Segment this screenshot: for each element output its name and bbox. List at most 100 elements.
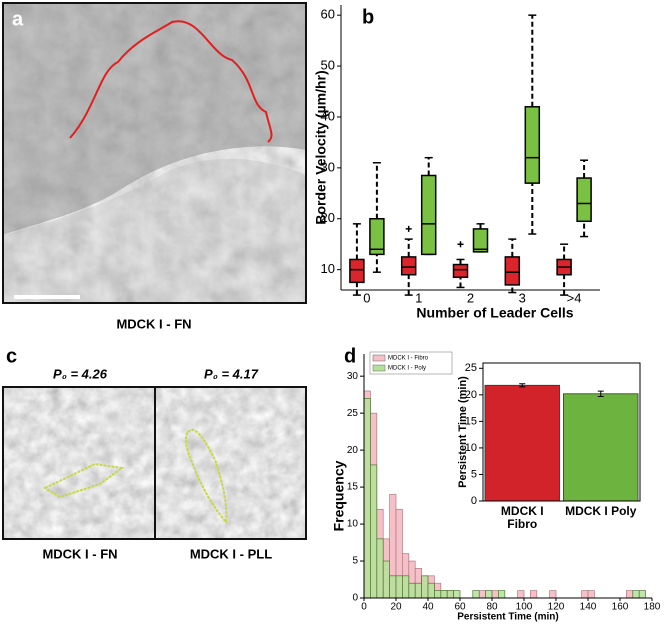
histogram-bar: [382, 560, 390, 599]
panel-label: d: [344, 345, 356, 367]
histogram-bar: [478, 590, 486, 599]
x-tick-label: 1: [415, 290, 422, 305]
micrograph-c: [2, 386, 307, 540]
x-tick-label: 0: [361, 602, 367, 613]
histogram-bar: [472, 590, 480, 599]
y-axis-label: Border Velocity (µm/hr): [313, 70, 329, 224]
panel-label: b: [362, 6, 374, 28]
histogram-bar: [363, 398, 371, 599]
histogram-bar: [491, 590, 499, 599]
y-tick-label: 15: [465, 415, 477, 427]
histogram-bar: [389, 575, 397, 599]
outlier: [457, 241, 464, 248]
y-axis-label: Persistent Time (min): [457, 376, 469, 488]
histogram-bar: [587, 590, 595, 599]
box: [452, 263, 469, 279]
y-tick-label: 10: [465, 442, 477, 454]
box: [400, 256, 417, 276]
box: [349, 258, 365, 284]
y-tick-label: 40: [321, 108, 335, 123]
histogram-bar: [498, 590, 506, 599]
x-axis-label: Persistent Time (min): [457, 612, 559, 623]
histogram-bar: [517, 590, 525, 599]
y-tick-label: 50: [321, 58, 335, 73]
y-tick-label: 25: [347, 408, 359, 419]
y-tick-label: 20: [465, 389, 477, 401]
bar: [484, 384, 560, 502]
histogram-bar: [632, 590, 640, 599]
histogram-bar: [427, 582, 435, 599]
legend-swatch: [372, 364, 386, 372]
x-tick-label: 2: [467, 290, 474, 305]
y-tick-label: 10: [321, 261, 335, 276]
x-tick-label: 20: [390, 602, 402, 613]
x-tick-label: 80: [486, 602, 498, 613]
y-tick-label: 10: [347, 519, 359, 530]
error-bar: [597, 390, 604, 397]
histogram-bar: [446, 590, 454, 599]
inset-frame: [482, 362, 641, 502]
x-tick-label: 160: [612, 602, 629, 613]
panel-label: a: [12, 8, 24, 30]
histogram-bar: [421, 575, 429, 599]
y-tick-label: 20: [321, 210, 335, 225]
x-tick-label: 0: [363, 290, 370, 305]
box: [369, 218, 385, 256]
histogram-bar: [485, 590, 493, 599]
x-axis-label: Number of Leader Cells: [416, 305, 573, 321]
outlier: [405, 225, 412, 232]
x-tick-label: MDCK I Poly: [565, 504, 637, 518]
histogram-bar: [581, 590, 589, 599]
box: [472, 228, 489, 253]
legend-label: MDCK I - Poly: [388, 366, 426, 372]
x-tick-label: 100: [516, 602, 533, 613]
legend-swatch: [372, 354, 386, 362]
error-bar: [519, 383, 526, 388]
y-tick-label: 60: [321, 7, 335, 22]
y-tick-label: 20: [347, 445, 359, 456]
y-tick-label: 25: [465, 362, 477, 374]
histogram-bar: [453, 590, 461, 599]
y-tick-label: 0: [352, 593, 358, 604]
histogram-bar: [440, 590, 448, 599]
histogram-bar: [376, 538, 384, 599]
image-caption: MDCK I - FN: [116, 316, 191, 331]
legend-label: MDCK I - Fibro: [388, 356, 429, 362]
box: [524, 106, 541, 184]
image-caption: MDCK I - FN: [42, 546, 117, 561]
histogram-bar: [414, 582, 422, 599]
y-tick-label: 30: [321, 159, 335, 174]
x-tick-label: 40: [422, 602, 434, 613]
y-axis-label: Frequency: [331, 460, 347, 531]
x-tick-label: 180: [644, 602, 661, 613]
x-tick-label: MDCK I Fibro: [500, 504, 544, 531]
histogram-bar: [434, 590, 442, 599]
box: [576, 177, 592, 223]
panel-label: c: [6, 345, 17, 367]
micrograph-a: [2, 2, 307, 304]
histogram-bar: [626, 590, 634, 599]
shape-index: P₀ = 4.17: [204, 366, 259, 381]
shape-index: P₀ = 4.26: [53, 366, 108, 381]
histogram-bar: [402, 575, 410, 599]
x-tick-label: 120: [548, 602, 565, 613]
y-tick-label: 15: [347, 482, 359, 493]
histogram-bar: [370, 464, 378, 599]
image-caption: MDCK I - PLL: [190, 546, 272, 561]
y-tick-label: 30: [347, 371, 359, 382]
box: [504, 256, 521, 286]
y-tick-label: 5: [471, 468, 477, 480]
y-tick-label: 0: [471, 495, 477, 507]
y-tick-label: 5: [352, 556, 358, 567]
x-tick-label: >4: [567, 290, 582, 305]
bar: [563, 393, 639, 502]
x-tick-label: 60: [454, 602, 466, 613]
x-tick-label: 3: [519, 290, 526, 305]
histogram-bar: [638, 590, 646, 599]
histogram-bar: [408, 582, 416, 599]
legend-box: [369, 351, 453, 375]
histogram-bar: [395, 575, 403, 599]
histogram-bar: [549, 590, 557, 599]
